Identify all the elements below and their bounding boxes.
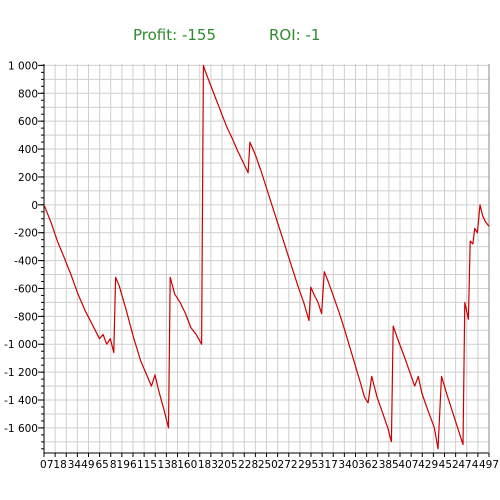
roi-value: -1 [305,26,321,44]
roi-text: ROI: -1 [269,26,320,44]
x-tick-label: 340 [338,459,358,471]
x-tick-label: 272 [278,459,298,471]
y-tick-label: -1 600 [4,423,38,435]
x-tick-label: 96 [123,459,137,471]
x-tick-label: 429 [418,459,438,471]
y-tick-label: 0 [31,200,38,212]
y-tick-label: -1 400 [4,395,38,407]
x-tick-label: 160 [177,459,197,471]
x-tick-label: 474 [458,459,478,471]
y-tick-label: 600 [18,116,38,128]
profit-series-line [43,64,490,450]
x-tick-label: 385 [379,459,399,471]
summary-header: Profit: -155 ROI: -1 [0,26,500,50]
x-tick-label-zero: 0 [40,459,47,471]
x-tick-label: 138 [158,459,178,471]
x-tick-label: 34 [68,459,82,471]
x-tick-label: 497 [479,459,499,471]
x-tick-label: 183 [198,459,218,471]
y-tick-label: -1 000 [4,339,38,351]
x-tick-label: 295 [298,459,318,471]
y-tick-label: 200 [18,172,38,184]
y-tick-label: -400 [14,256,38,268]
x-tick-label: 228 [238,459,258,471]
y-tick-label: -800 [14,311,38,323]
y-tick-label: -1 200 [4,367,38,379]
x-tick-label: 18 [53,459,66,471]
x-tick-label: 250 [258,459,278,471]
y-tick-label: -200 [14,228,38,240]
x-tick-label: 49 [81,459,94,471]
x-tick-label: 7 [47,459,54,471]
x-tick-label: 115 [137,459,157,471]
y-tick-label: -600 [14,283,38,295]
profit-value: -155 [181,26,217,44]
profit-text: Profit: -155 [133,26,216,44]
roi-label: ROI: [269,26,301,44]
x-tick-label: 317 [318,459,338,471]
x-tick-label: 452 [439,459,459,471]
y-tick-label: 400 [18,144,38,156]
x-tick-label: 407 [398,459,418,471]
x-tick-label: 362 [358,459,378,471]
profit-label: Profit: [133,26,178,44]
y-tick-label: 800 [18,88,38,100]
x-tick-label: 81 [110,459,123,471]
x-tick-label: 205 [218,459,238,471]
y-tick-label: 1 000 [8,60,38,72]
x-tick-label: 65 [96,459,109,471]
